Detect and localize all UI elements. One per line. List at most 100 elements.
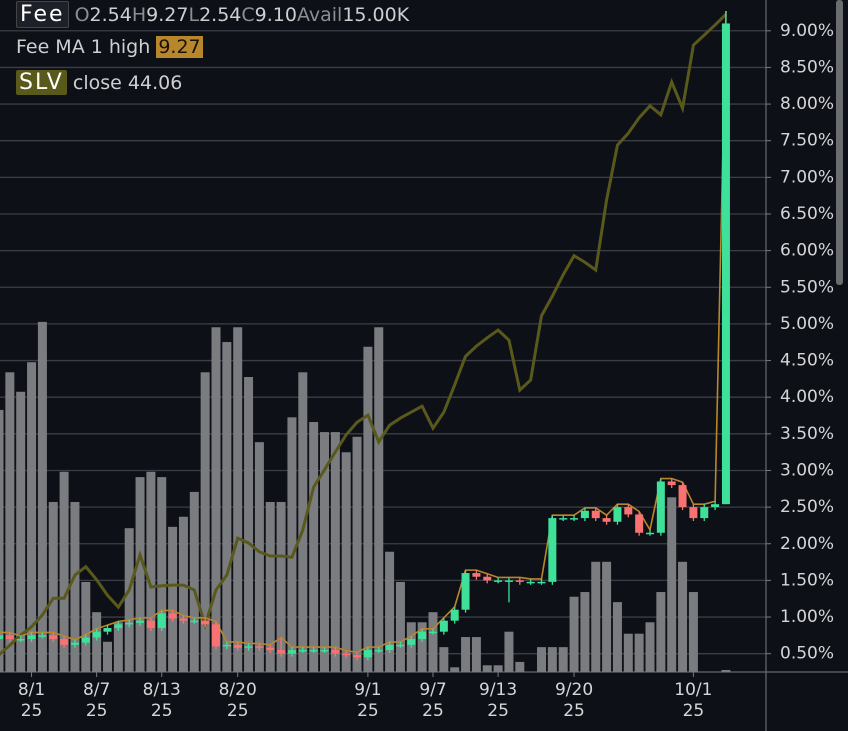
volume-bar: [81, 581, 91, 672]
volume-bar: [200, 372, 210, 672]
ohlc-key: H: [131, 4, 147, 26]
volume-bar: [493, 665, 503, 672]
candle-body: [136, 620, 145, 623]
x-tick-label: 10/1: [674, 680, 712, 700]
y-tick-label: 9.00%: [780, 21, 834, 41]
legend-row-3: SLV close 44.06: [16, 70, 182, 95]
volume-bar: [721, 669, 731, 672]
candle-body: [515, 580, 524, 582]
volume-bar: [124, 528, 134, 672]
slv-line: [0, 13, 728, 656]
volume-bar: [70, 501, 80, 672]
candle-body: [5, 635, 14, 640]
ohlc-key: Avail: [296, 4, 343, 26]
candle-body: [157, 613, 166, 629]
candle-body: [146, 620, 155, 629]
candle-body: [374, 650, 383, 652]
volume-bar: [92, 612, 102, 672]
candle-body: [667, 481, 676, 486]
volume-bar: [135, 477, 145, 672]
candle-body: [27, 635, 36, 640]
candle-body: [81, 637, 90, 643]
volume-bar: [16, 391, 26, 672]
y-tick-label: 4.50%: [780, 351, 834, 371]
y-tick-label: 7.00%: [780, 167, 834, 187]
y-tick-label: 1.50%: [780, 570, 834, 590]
y-tick-label: 5.50%: [780, 277, 834, 297]
y-tick-label: 8.00%: [780, 94, 834, 114]
candle-body: [331, 650, 340, 654]
candle-body: [125, 622, 134, 625]
volume-bar: [504, 631, 514, 672]
candle-body: [60, 639, 69, 645]
y-tick-label: 6.00%: [780, 241, 834, 261]
volume-bar: [374, 327, 384, 672]
volume-bar: [276, 501, 286, 672]
candle-body: [353, 655, 362, 658]
volume-bar: [244, 376, 254, 672]
volume-bar: [189, 491, 199, 672]
volume-bar: [591, 561, 601, 672]
volume-bar: [612, 602, 622, 672]
volume-bar: [678, 561, 688, 672]
y-tick-label: 0.50%: [780, 644, 834, 664]
y-tick-label: 6.50%: [780, 204, 834, 224]
slv-field: close: [72, 72, 122, 94]
candle-body: [179, 618, 188, 621]
candle-body: [212, 624, 220, 647]
candle-body: [439, 620, 448, 632]
x-tick-label: 8/20: [219, 680, 257, 700]
candle-body: [537, 581, 546, 584]
y-tick-label: 2.00%: [780, 534, 834, 554]
volume-bar: [623, 633, 633, 672]
candle-body: [559, 518, 568, 520]
candle-body: [418, 631, 427, 640]
candle-body: [635, 514, 644, 533]
volume-bar: [113, 622, 123, 672]
volume-bar: [222, 342, 232, 672]
x-tick-label: 8/13: [143, 680, 181, 700]
ohlc-value: 15.00K: [342, 4, 410, 26]
candle-body: [233, 644, 242, 648]
y-tick-label: 1.00%: [780, 607, 834, 627]
candle-body: [168, 613, 177, 619]
candle-body: [548, 518, 557, 582]
candle-body: [678, 485, 687, 508]
volume-bar: [482, 665, 492, 672]
ma-value: 9.27: [156, 36, 203, 58]
candle-body: [266, 647, 275, 651]
candle-body: [526, 581, 535, 584]
candle-body: [16, 639, 25, 641]
volume-bar: [558, 647, 568, 672]
ma-name: Fee MA 1 high: [16, 36, 151, 58]
ohlc-key: O: [74, 4, 90, 26]
x-tick-sublabel: 25: [422, 701, 444, 721]
x-tick-sublabel: 25: [563, 701, 585, 721]
volume-bar: [428, 612, 438, 672]
volume-bar: [569, 596, 579, 672]
x-tick-label: 8/7: [83, 680, 110, 700]
volume-bar: [634, 633, 644, 672]
candle-body: [0, 635, 3, 640]
candle-body: [287, 650, 296, 654]
candle-body: [721, 23, 730, 505]
x-tick-label: 9/7: [419, 680, 446, 700]
legend-row-2: Fee MA 1 high 9.27: [16, 36, 203, 58]
candle-body: [407, 639, 416, 645]
volume-bar: [157, 477, 167, 672]
x-tick-label: 9/1: [354, 680, 381, 700]
candle-body: [504, 580, 513, 582]
y-tick-label: 8.50%: [780, 57, 834, 77]
symbol: Fee: [16, 1, 69, 28]
candle-body: [255, 646, 264, 648]
candle-body: [92, 631, 101, 638]
volume-bar: [688, 592, 698, 672]
candle-body: [70, 642, 79, 645]
volume-bar: [48, 501, 58, 672]
volume-bar: [341, 452, 351, 672]
candle-body: [591, 510, 600, 519]
volume-bar: [320, 432, 329, 672]
candle-body: [461, 573, 470, 610]
y-tick-label: 2.50%: [780, 497, 834, 517]
ohlc-value: 9.10: [254, 4, 297, 26]
